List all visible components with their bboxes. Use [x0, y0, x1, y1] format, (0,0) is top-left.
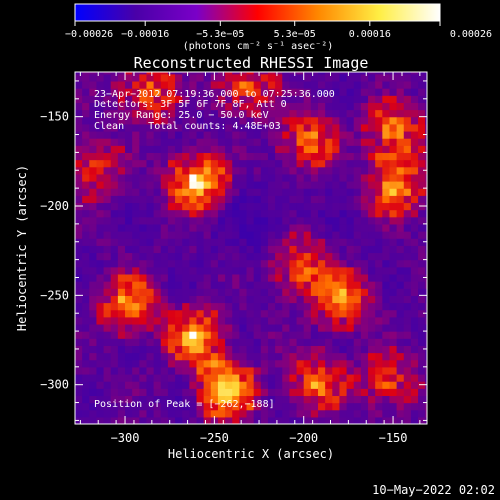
y-tick-label: −150 — [40, 110, 69, 124]
colorbar-tick-labels: −0.00026 −0.00016 −5.3e−05 5.3e−05 0.00016 0.… — [65, 29, 492, 40]
colorbar-tick-label: 5.3e−05 — [274, 29, 316, 40]
x-tick-label: −150 — [379, 431, 408, 445]
colorbar-tick-label: 0.00026 — [450, 29, 492, 40]
plot-frame — [74, 71, 428, 425]
colorbar-tick-label: −0.00016 — [121, 29, 169, 40]
info-line-4: Clean Total counts: 4.48E+03 — [94, 121, 281, 132]
x-tick-label: −250 — [200, 431, 229, 445]
y-tick-label: −300 — [40, 378, 69, 392]
colorbar-tick-label: −0.00026 — [65, 29, 113, 40]
colorbar: −0.00026 −0.00016 −5.3e−05 5.3e−05 0.00016 0.… — [65, 3, 492, 52]
colorbar-unit-label: (photons cm⁻² s⁻¹ asec⁻²) — [183, 41, 334, 52]
info-line-3: Energy Range: 25.0 − 50.0 keV — [94, 110, 269, 121]
chart-title: Reconstructed RHESSI Image — [134, 54, 369, 72]
y-tick-label: −250 — [40, 288, 69, 302]
colorbar-tick-label: 0.00016 — [349, 29, 391, 40]
x-axis-label: Heliocentric X (arcsec) — [168, 447, 334, 461]
info-line-2: Detectors: 3F 5F 6F 7F 8F, Att 0 — [94, 99, 287, 110]
info-block: 23−Apr−2012 07:19:36.000 to 07:25:36.000… — [94, 89, 335, 132]
peak-position-text: Position of Peak = [−262,−188] — [94, 399, 275, 410]
y-axis-ticks: −150 −200 −250 −300 — [40, 80, 427, 421]
x-tick-label: −200 — [289, 431, 318, 445]
y-tick-label: −200 — [40, 199, 69, 213]
colorbar-ticks — [74, 21, 441, 26]
y-axis-label: Heliocentric Y (arcsec) — [15, 165, 29, 331]
timestamp: 10−May−2022 02:02 — [372, 483, 495, 497]
info-line-1: 23−Apr−2012 07:19:36.000 to 07:25:36.000 — [94, 89, 335, 100]
colorbar-tick-label: −5.3e−05 — [196, 29, 244, 40]
x-tick-label: −300 — [111, 431, 140, 445]
x-axis-ticks: −300 −250 −200 −150 — [79, 72, 421, 445]
heatmap-image — [75, 72, 427, 424]
colorbar-strip — [74, 3, 441, 22]
